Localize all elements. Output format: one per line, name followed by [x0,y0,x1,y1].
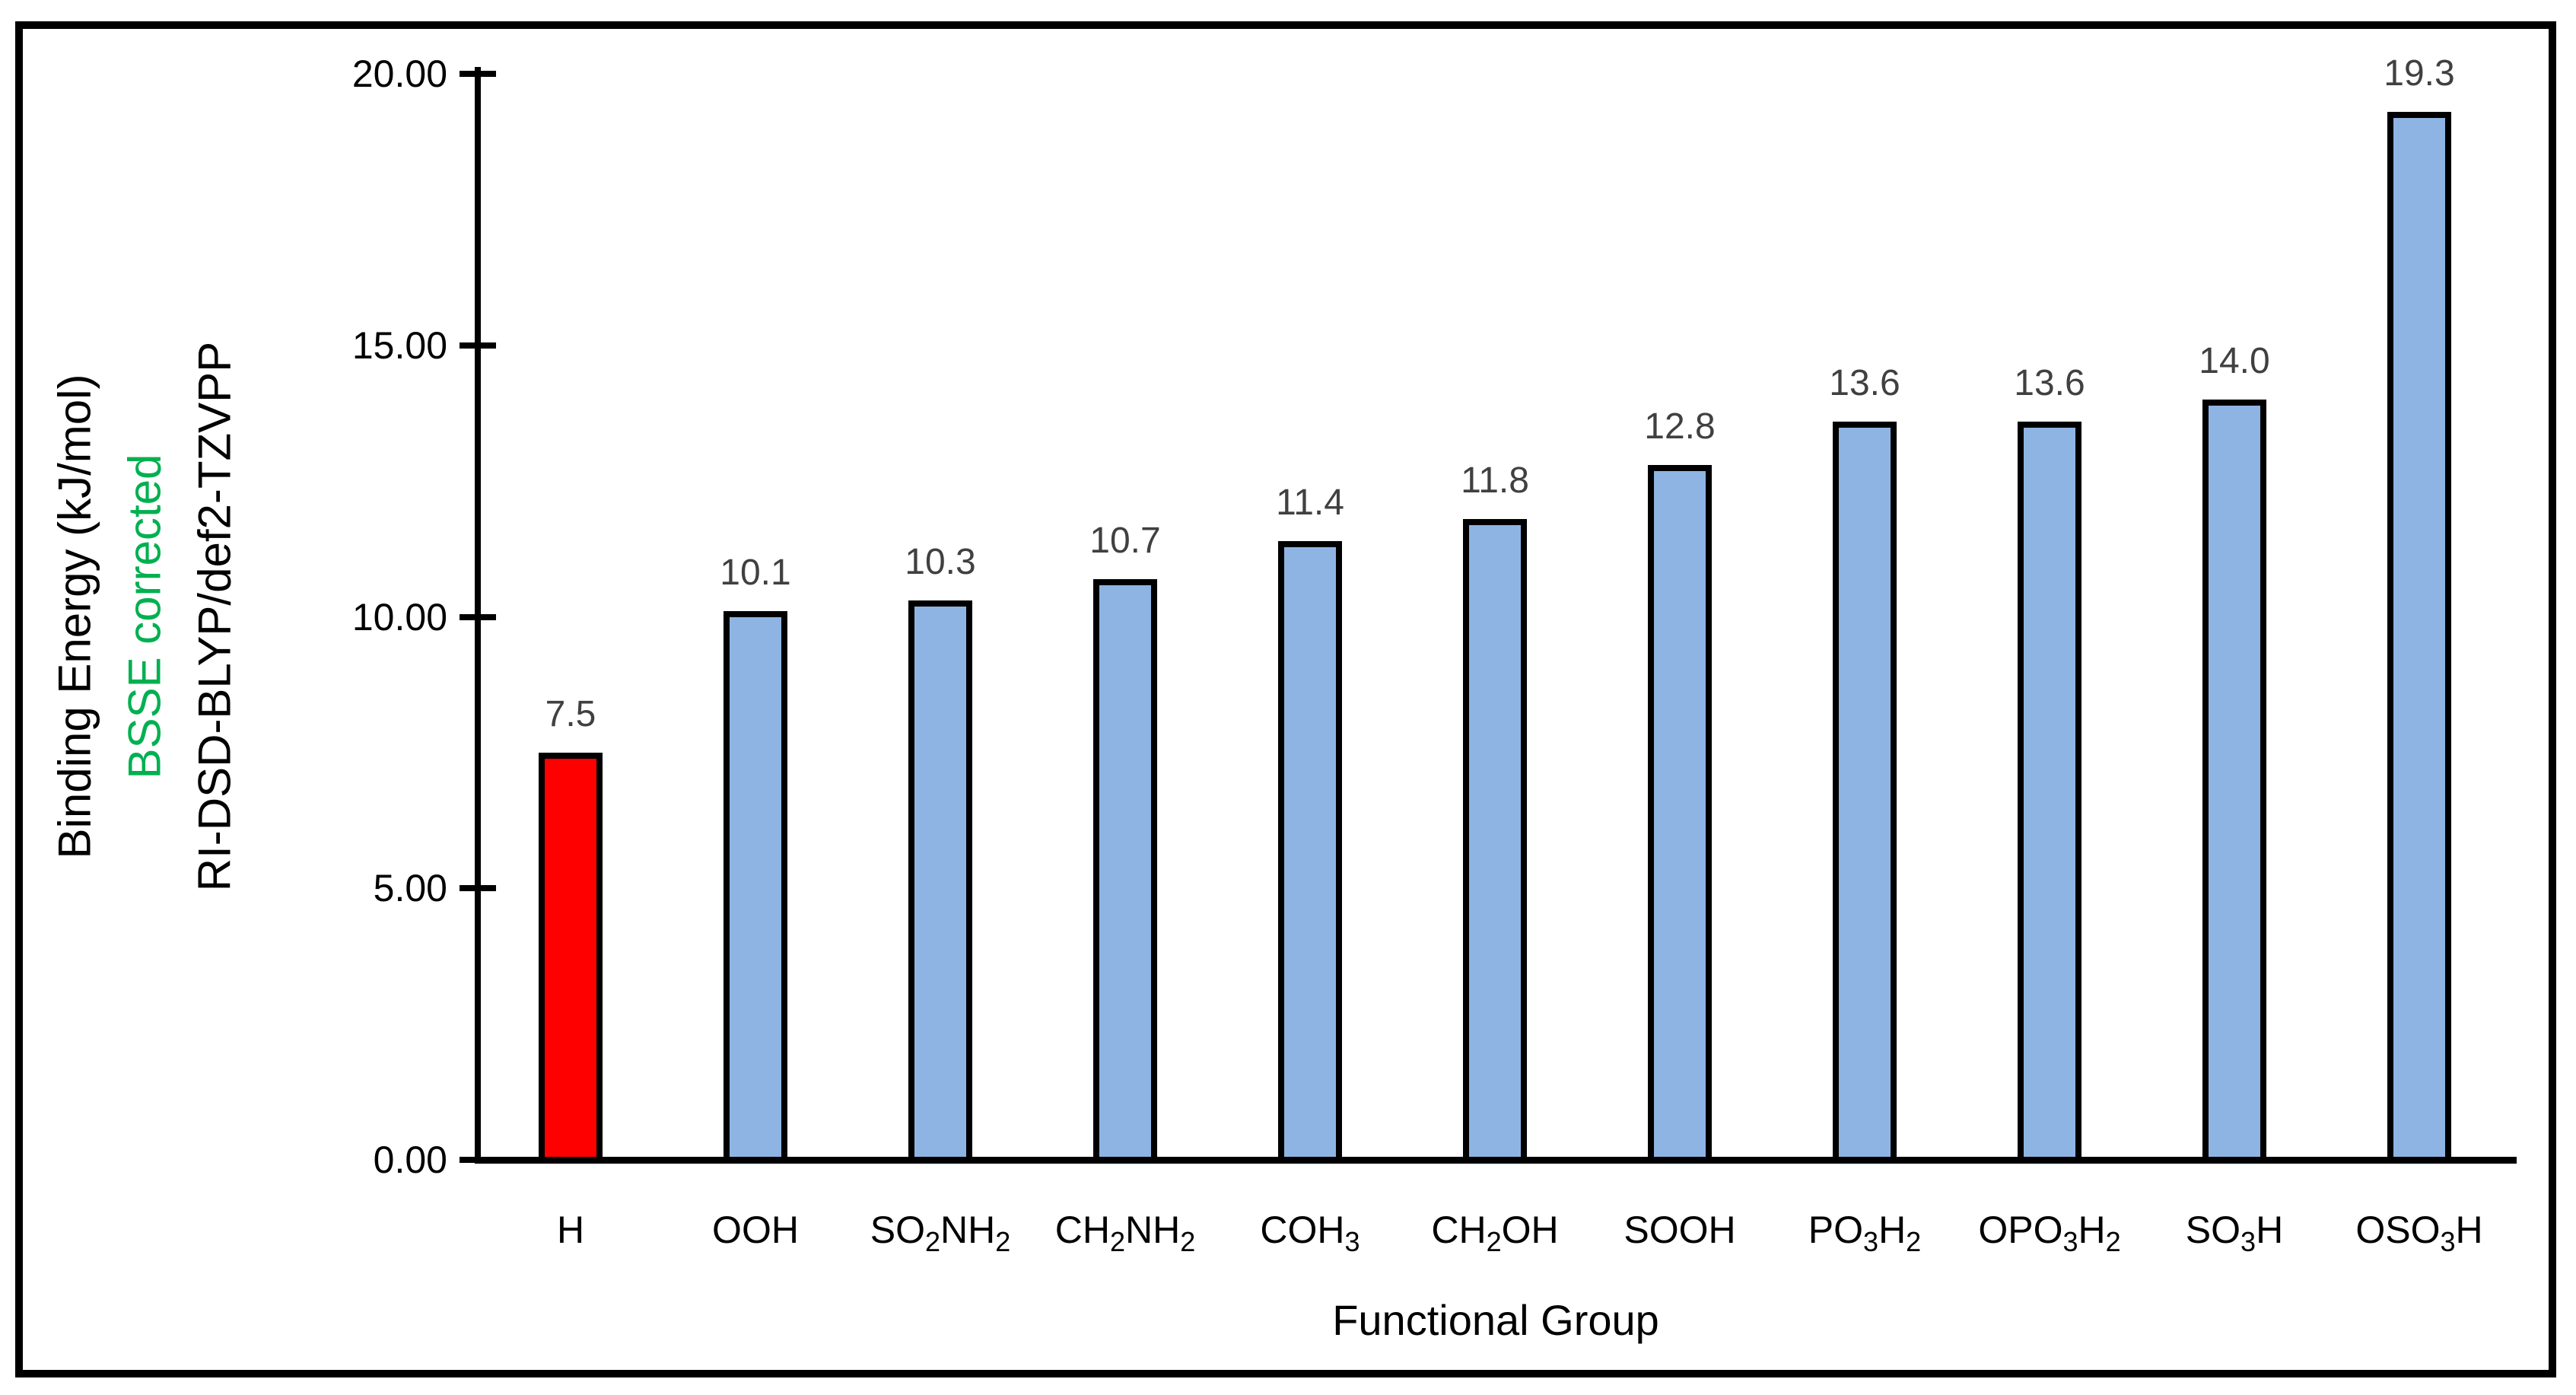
y-axis-tick [460,342,496,349]
bar-CH2NH2 [1093,579,1157,1163]
y-axis-title-line-3: RI-DSD-BLYP/def2-TZVPP [189,341,240,892]
category-label-SO2NH2: SO2NH2 [870,1209,1011,1257]
category-label-PO3H2: PO3H2 [1808,1209,1922,1257]
y-axis-title: Binding Energy (kJ/mol) BSSE corrected RI-… [40,74,250,1160]
bar-SOOH [1648,465,1712,1163]
category-label-SOOH: SOOH [1624,1209,1736,1251]
bar-value-label: 12.8 [1644,406,1716,447]
bar-OOH [724,611,787,1163]
bar-value-label: 10.7 [1089,521,1161,561]
bar-value-label: 13.6 [1829,363,1900,403]
bar-OPO3H2 [2018,422,2081,1163]
y-axis-tick-label: 15.00 [351,324,447,367]
category-label-H: H [556,1209,585,1251]
x-axis-title: Functional Group [1332,1296,1659,1344]
y-axis-tick-label: 20.00 [351,53,447,95]
chart-border [15,21,2556,1377]
category-label-CH2NH2: CH2NH2 [1054,1209,1196,1257]
bar-SO3H [2202,400,2266,1163]
bar-value-label: 10.3 [905,542,976,582]
y-axis-tick [460,614,496,620]
bar-value-label: 10.1 [720,553,791,593]
y-axis-tick-label: 0.00 [373,1139,447,1181]
category-label-OPO3H2: OPO3H2 [1978,1209,2121,1257]
bar-CH2OH [1463,519,1527,1163]
y-axis-tick [460,71,496,77]
bar-COH3 [1278,541,1342,1163]
bar-value-label: 13.6 [2014,363,2085,403]
bar-value-label: 11.4 [1276,483,1344,523]
bar-OSO3H [2387,112,2451,1163]
y-axis-tick-label: 5.00 [373,867,447,909]
bar-value-label: 19.3 [2384,53,2455,94]
category-label-OSO3H: OSO3H [2355,1209,2483,1257]
bar-value-label: 14.0 [2199,341,2270,381]
y-axis-title-line-1: Binding Energy (kJ/mol) [49,374,100,859]
category-label-COH3: COH3 [1260,1209,1360,1257]
y-axis-title-line-2: BSSE corrected [119,454,170,779]
bar-PO3H2 [1833,422,1897,1163]
bar-value-label: 11.8 [1461,460,1529,501]
bar-value-label: 7.5 [545,694,596,734]
bar-H [539,753,603,1163]
y-axis-tick [460,885,496,891]
category-label-OOH: OOH [712,1209,799,1251]
y-axis-tick-label: 10.00 [351,596,447,639]
category-label-CH2OH: CH2OH [1431,1209,1559,1257]
category-label-SO3H: SO3H [2185,1209,2284,1257]
bar-SO2NH2 [908,600,972,1163]
